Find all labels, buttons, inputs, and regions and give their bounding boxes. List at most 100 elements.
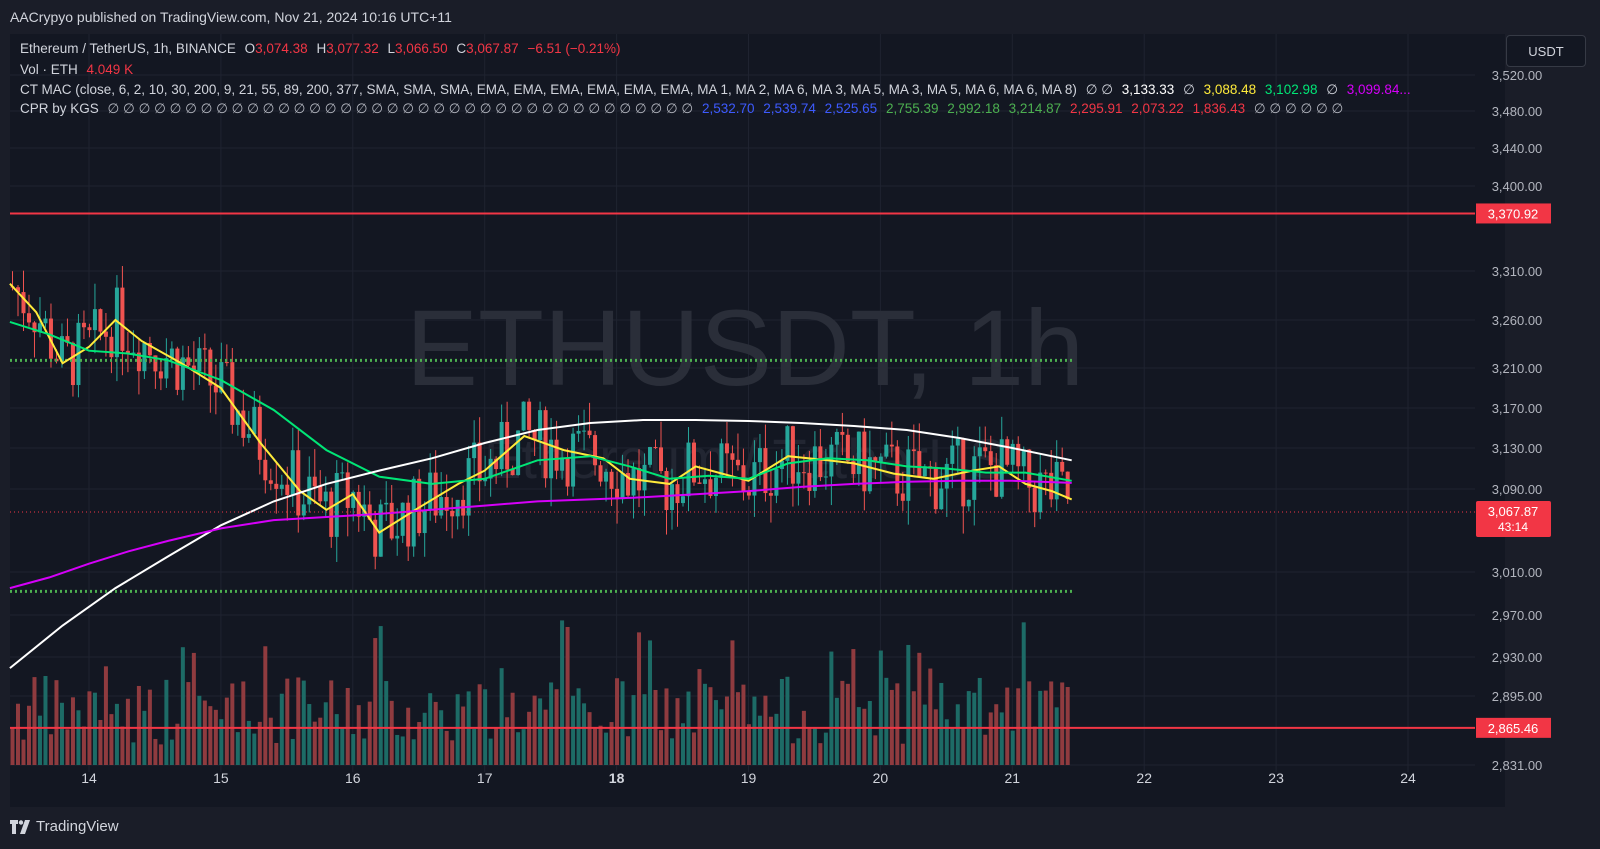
candle-body xyxy=(268,480,273,484)
x-tick-label: 19 xyxy=(741,770,757,786)
volume-bar xyxy=(933,709,938,765)
candle-body xyxy=(1021,449,1026,467)
candle-body xyxy=(757,448,762,463)
ctmac-value-1: 3,133.33 xyxy=(1121,82,1175,97)
volume-bar xyxy=(549,682,554,765)
candle-body xyxy=(257,406,262,460)
candle-body xyxy=(219,362,224,393)
y-tick-label: 3,480.00 xyxy=(1492,104,1543,119)
candle-body xyxy=(1060,461,1065,472)
candle-body xyxy=(565,457,570,487)
candle-body xyxy=(856,431,861,475)
volume-label[interactable]: Vol · ETH xyxy=(20,62,78,77)
volume-bar xyxy=(186,682,191,765)
candle-body xyxy=(87,327,92,331)
candle-body xyxy=(653,447,658,449)
candle-body xyxy=(812,446,817,491)
high-label: H xyxy=(316,41,327,56)
volume-bar xyxy=(439,710,444,765)
volume-bar xyxy=(241,681,246,765)
volume-bar xyxy=(70,697,75,765)
candle-body xyxy=(285,484,290,495)
volume-bar xyxy=(532,695,537,765)
candle-body xyxy=(972,456,977,500)
y-tick-label: 3,090.00 xyxy=(1492,482,1543,497)
volume-bar xyxy=(230,683,235,765)
volume-bar xyxy=(340,727,345,765)
candle-body xyxy=(807,472,812,491)
candle-body xyxy=(1054,461,1059,500)
x-tick-label: 22 xyxy=(1136,770,1152,786)
candle-body xyxy=(527,401,532,430)
symbol-title[interactable]: Ethereum / TetherUS, 1h, BINANCE xyxy=(20,41,236,56)
volume-bar xyxy=(329,680,334,765)
candle-body xyxy=(851,461,856,475)
volume-bar xyxy=(213,709,218,765)
candle-body xyxy=(708,479,713,496)
candle-body xyxy=(120,287,125,351)
tradingview-logo-icon xyxy=(10,819,30,834)
candle-body xyxy=(1005,439,1010,465)
cpr-value-6: 3,214.87 xyxy=(1008,101,1062,116)
volume-bar xyxy=(845,683,850,765)
volume-bar xyxy=(604,732,609,765)
change-value: −6.51 (−0.21%) xyxy=(527,41,621,56)
volume-bar xyxy=(257,721,262,765)
candle-body xyxy=(395,535,400,539)
volume-bar xyxy=(279,693,284,765)
candle-body xyxy=(263,459,268,481)
candle-body xyxy=(494,458,499,470)
candle-body xyxy=(65,336,70,343)
cpr-label[interactable]: CPR by KGS xyxy=(20,101,99,116)
candle-body xyxy=(713,477,718,496)
volume-bar xyxy=(807,728,812,765)
volume-bar xyxy=(1065,687,1070,765)
volume-bar xyxy=(587,712,592,765)
open-label: O xyxy=(244,41,256,56)
candle-body xyxy=(202,348,207,350)
candle-body xyxy=(818,446,823,478)
candle-body xyxy=(43,318,48,324)
candle-body xyxy=(21,292,26,314)
candle-body xyxy=(32,322,37,333)
ctmac-label[interactable]: CT MAC (close, 6, 2, 10, 30, 200, 9, 21,… xyxy=(20,82,1077,97)
level-price-tag xyxy=(1476,203,1551,224)
volume-bar xyxy=(444,730,449,765)
volume-bar xyxy=(499,668,504,765)
candle-body xyxy=(626,473,631,496)
ohlc-legend: Ethereum / TetherUS, 1h, BINANCE O3,074.… xyxy=(20,41,626,56)
volume-bar xyxy=(774,713,779,765)
volume-bar xyxy=(862,708,867,765)
cpr-value-1: 2,532.70 xyxy=(701,101,755,116)
volume-bar xyxy=(928,668,933,765)
candle-body xyxy=(241,410,246,438)
volume-bar xyxy=(746,724,751,765)
volume-bar xyxy=(428,693,433,765)
candle-body xyxy=(411,478,416,547)
candle-body xyxy=(373,519,378,557)
y-tick-label: 3,130.00 xyxy=(1492,441,1543,456)
candle-body xyxy=(702,479,707,484)
currency-button[interactable]: USDT xyxy=(1506,35,1586,67)
candle-body xyxy=(1010,443,1015,465)
x-tick-label: 18 xyxy=(609,770,625,786)
candle-body xyxy=(318,486,323,502)
volume-bar xyxy=(708,687,713,765)
volume-bar xyxy=(713,700,718,765)
ctmac-empty: ∅ ∅ xyxy=(1085,82,1113,97)
candle-body xyxy=(774,469,779,496)
volume-bar xyxy=(21,739,26,765)
volume-bar xyxy=(318,717,323,765)
ctmac-legend: CT MAC (close, 6, 2, 10, 30, 200, 9, 21,… xyxy=(20,82,1416,98)
volume-bar xyxy=(994,704,999,765)
volume-bar xyxy=(351,734,356,765)
candle-body xyxy=(620,473,625,500)
y-tick-label: 2,970.00 xyxy=(1492,608,1543,623)
tradingview-brand[interactable]: TradingView xyxy=(10,818,119,835)
level-price-tag xyxy=(1476,717,1551,738)
volume-bar xyxy=(741,684,746,765)
volume-bar xyxy=(823,732,828,765)
volume-bar xyxy=(384,681,389,765)
candle-body xyxy=(312,476,317,487)
